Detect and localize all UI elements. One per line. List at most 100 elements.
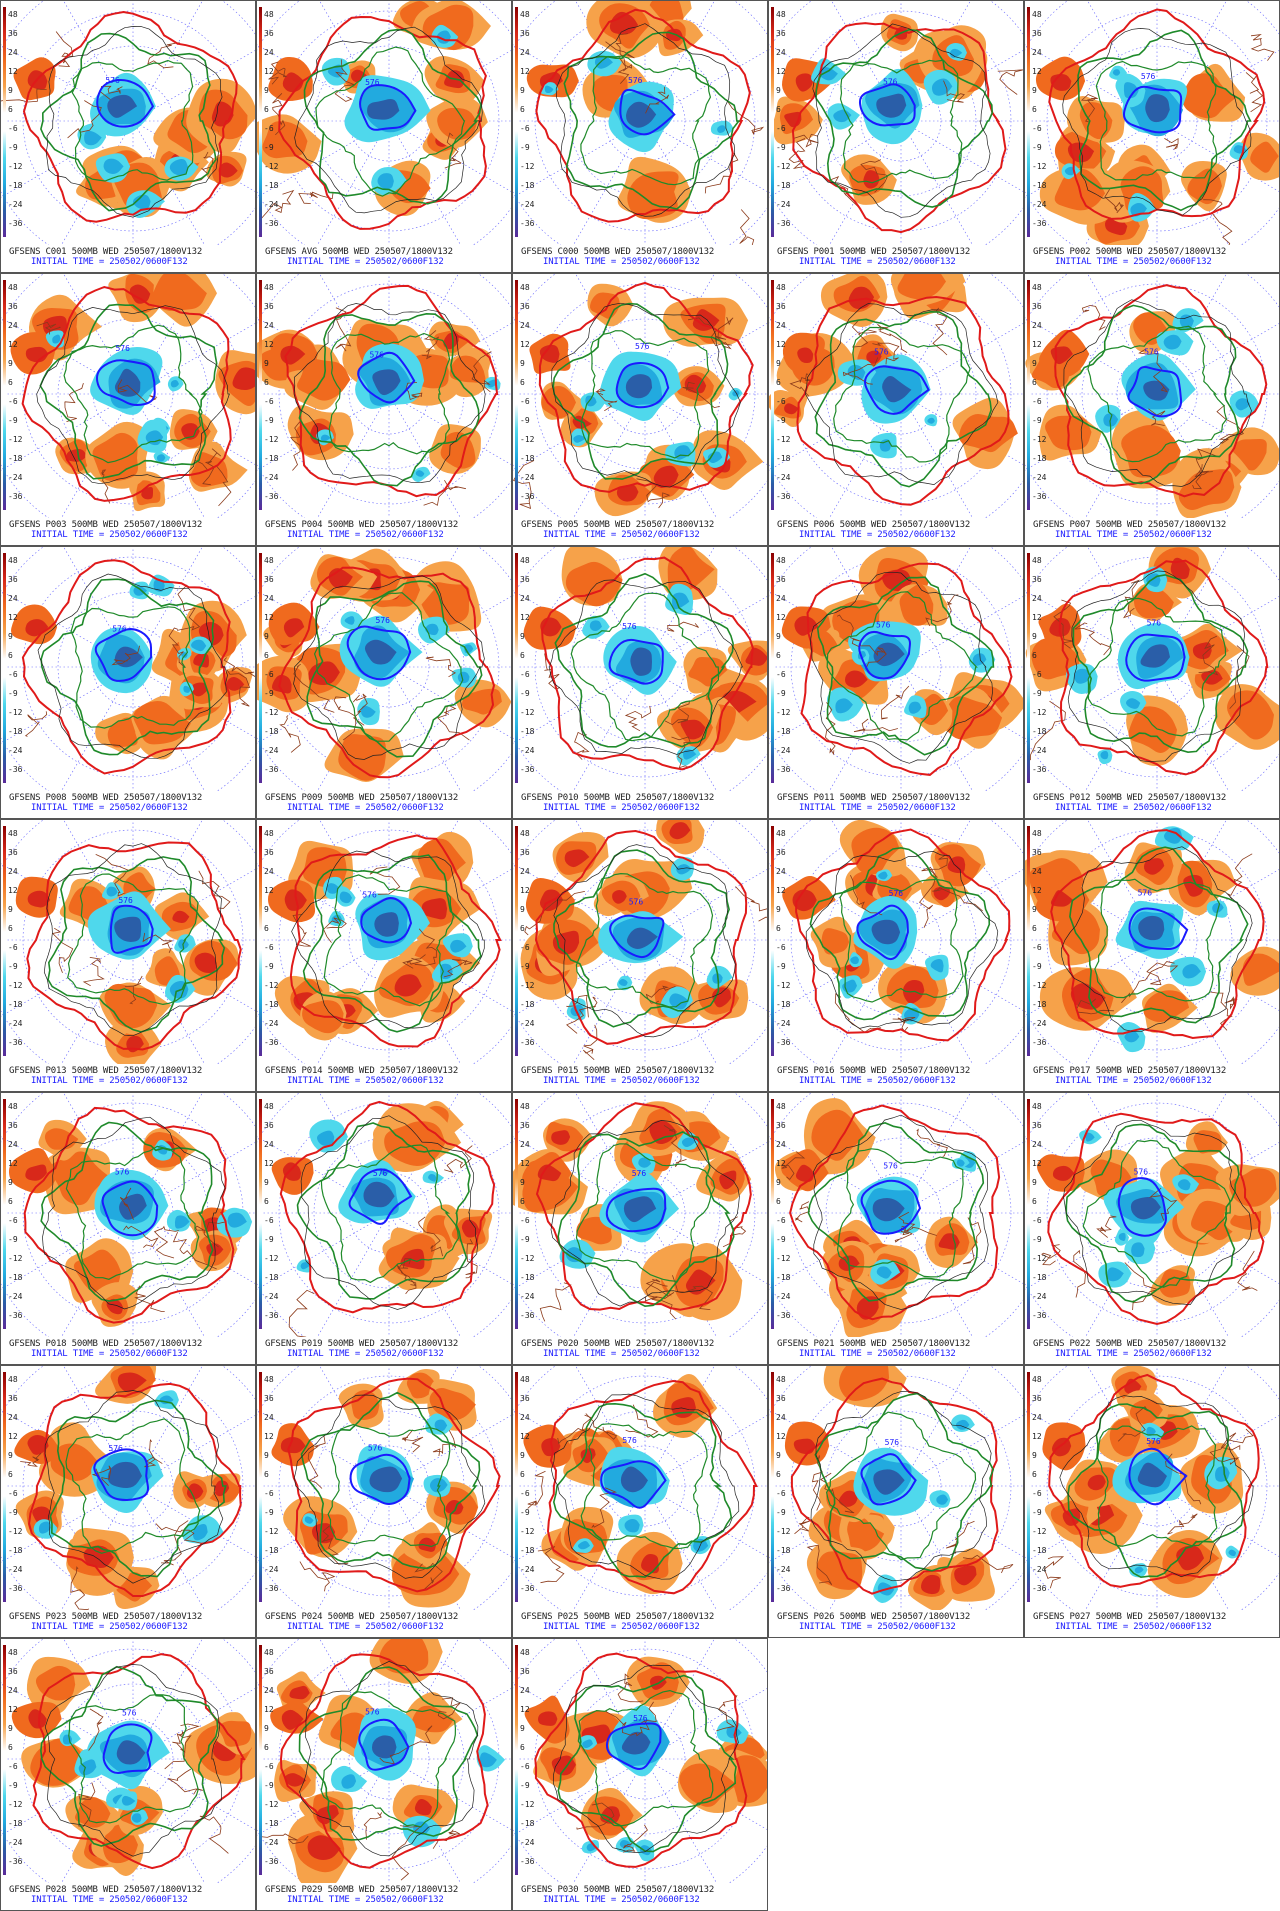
- scale-tick-label: -24: [1032, 746, 1047, 755]
- scale-tick-label: -6: [520, 1216, 530, 1225]
- scale-tick-label: 6: [8, 1743, 13, 1752]
- scale-tick-label: 36: [264, 1394, 274, 1403]
- ensemble-member-panel: 576 48 36 24 12 9 6 -6 -9 -12 -18 -24 -36 GFSENS P010…: [512, 546, 768, 819]
- initial-time-label: INITIAL TIME = 250502/0600F132: [543, 1076, 700, 1086]
- height-anomaly-map: 576: [1025, 1366, 1279, 1610]
- scale-tick-label: -24: [8, 1565, 23, 1574]
- scale-tick-label: 36: [8, 575, 18, 584]
- scale-tick-label: -36: [1032, 1584, 1047, 1593]
- scale-tick-label: 12: [8, 886, 18, 895]
- contour-label: 576: [622, 622, 637, 631]
- scale-tick-label: -12: [264, 1800, 279, 1809]
- contour-label: 576: [876, 620, 891, 629]
- scale-tick-label: -36: [264, 492, 279, 501]
- scale-tick-label: 9: [776, 1178, 781, 1187]
- scale-tick-label: 24: [520, 594, 530, 603]
- color-scale-bar: [771, 553, 774, 783]
- scale-tick-label: -9: [8, 1235, 18, 1244]
- scale-tick-label: 48: [1032, 556, 1042, 565]
- scale-tick-label: 9: [520, 1724, 525, 1733]
- anomaly-color-scale: 48 36 24 12 9 6 -6 -9 -12 -18 -24 -36: [1027, 826, 1047, 1056]
- scale-tick-label: -18: [776, 1546, 791, 1555]
- ensemble-member-panel: 576 48 36 24 12 9 6 -6 -9 -12 -18 -24 -36 GFSENS P017…: [1024, 819, 1280, 1092]
- color-scale-bar: [1027, 280, 1030, 510]
- scale-tick-label: 12: [264, 67, 274, 76]
- color-scale-bar: [771, 280, 774, 510]
- scale-tick-label: -24: [520, 1292, 535, 1301]
- scale-tick-label: 48: [776, 829, 786, 838]
- initial-time-label: INITIAL TIME = 250502/0600F132: [287, 1895, 444, 1905]
- scale-tick-label: 9: [8, 632, 13, 641]
- scale-tick-label: 36: [264, 29, 274, 38]
- height-anomaly-map: 576: [1, 1366, 255, 1610]
- scale-tick-label: 24: [520, 321, 530, 330]
- scale-tick-label: 48: [520, 1375, 530, 1384]
- scale-tick-label: -12: [520, 162, 535, 171]
- scale-tick-label: -9: [8, 1781, 18, 1790]
- initial-time-label: INITIAL TIME = 250502/0600F132: [799, 530, 956, 540]
- scale-tick-label: -6: [1032, 943, 1042, 952]
- scale-tick-label: -9: [1032, 962, 1042, 971]
- scale-tick-label: -18: [264, 1000, 279, 1009]
- scale-tick-label: -18: [776, 1000, 791, 1009]
- scale-tick-label: 12: [776, 1432, 786, 1441]
- scale-tick-label: -36: [776, 219, 791, 228]
- scale-tick-label: 36: [776, 1121, 786, 1130]
- initial-time-label: INITIAL TIME = 250502/0600F132: [799, 1076, 956, 1086]
- scale-tick-label: 12: [8, 1705, 18, 1714]
- scale-tick-label: 6: [8, 651, 13, 660]
- scale-tick-label: -12: [8, 708, 23, 717]
- scale-tick-label: -6: [8, 1216, 18, 1225]
- scale-tick-label: 36: [1032, 575, 1042, 584]
- initial-time-label: INITIAL TIME = 250502/0600F132: [31, 1895, 188, 1905]
- scale-tick-label: -9: [1032, 416, 1042, 425]
- scale-tick-label: 24: [264, 867, 274, 876]
- scale-tick-label: -36: [520, 219, 535, 228]
- scale-tick-label: -18: [8, 1546, 23, 1555]
- initial-time-label: INITIAL TIME = 250502/0600F132: [1055, 1349, 1212, 1359]
- panel-title: GFSENS P014 500MB WED 250507/1800V132: [265, 1066, 459, 1076]
- scale-tick-label: -12: [264, 708, 279, 717]
- ensemble-member-panel: 576 48 36 24 12 9 6 -6 -9 -12 -18 -24 -36 GFSENS P004…: [256, 273, 512, 546]
- panel-title: GFSENS P011 500MB WED 250507/1800V132: [777, 793, 971, 803]
- ensemble-member-panel: 576 48 36 24 12 9 6 -6 -9 -12 -18 -24 -36 GFSENS P022…: [1024, 1092, 1280, 1365]
- height-anomaly-map: 576: [1, 1639, 255, 1883]
- height-anomaly-map: 576: [513, 1639, 767, 1883]
- scale-tick-label: 12: [8, 340, 18, 349]
- scale-tick-label: 9: [264, 905, 269, 914]
- scale-tick-label: 6: [520, 105, 525, 114]
- scale-tick-label: -24: [264, 1565, 279, 1574]
- color-scale-bar: [259, 7, 262, 237]
- scale-tick-label: 24: [520, 1686, 530, 1695]
- scale-tick-label: -36: [520, 1857, 535, 1866]
- height-anomaly-map: 576: [1025, 547, 1279, 791]
- scale-tick-label: -24: [520, 746, 535, 755]
- height-anomaly-map: 576: [257, 1093, 511, 1337]
- color-scale-bar: [3, 1645, 6, 1875]
- scale-tick-label: 9: [776, 1451, 781, 1460]
- anomaly-color-scale: 48 36 24 12 9 6 -6 -9 -12 -18 -24 -36: [515, 1099, 535, 1329]
- contour-label: 576: [1141, 72, 1156, 81]
- scale-tick-label: -18: [520, 1819, 535, 1828]
- scale-tick-label: -24: [264, 1838, 279, 1847]
- scale-tick-label: 36: [520, 848, 530, 857]
- scale-tick-label: -12: [520, 1800, 535, 1809]
- ensemble-member-panel: 576 48 36 24 12 9 6 -6 -9 -12 -18 -24 -36 GFSENS C000…: [512, 0, 768, 273]
- scale-tick-label: -9: [8, 1508, 18, 1517]
- scale-tick-label: 12: [8, 1159, 18, 1168]
- scale-tick-label: -9: [264, 1235, 274, 1244]
- height-anomaly-map: 576: [769, 820, 1023, 1064]
- color-scale-bar: [259, 280, 262, 510]
- scale-tick-label: -36: [1032, 1038, 1047, 1047]
- contour-label: 576: [1144, 348, 1159, 357]
- scale-tick-label: 12: [1032, 1432, 1042, 1441]
- scale-tick-label: 9: [520, 359, 525, 368]
- scale-tick-label: 36: [1032, 302, 1042, 311]
- scale-tick-label: 9: [520, 632, 525, 641]
- anomaly-color-scale: 48 36 24 12 9 6 -6 -9 -12 -18 -24 -36: [1027, 1099, 1046, 1329]
- scale-tick-label: 9: [776, 905, 781, 914]
- scale-tick-label: -6: [520, 397, 530, 406]
- scale-tick-label: 12: [520, 1432, 530, 1441]
- scale-tick-label: -18: [8, 1000, 23, 1009]
- height-anomaly-map: 576: [769, 1093, 1023, 1337]
